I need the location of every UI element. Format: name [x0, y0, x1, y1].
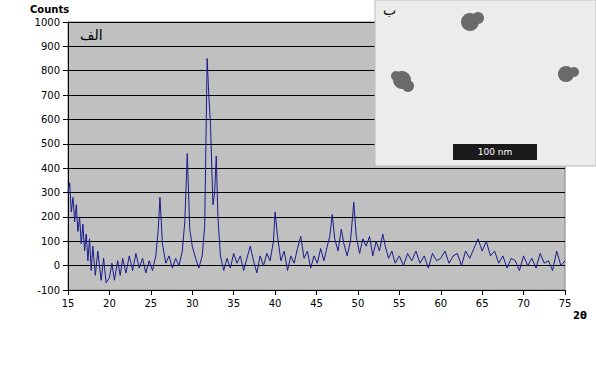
svg-text:25: 25	[144, 298, 157, 309]
svg-text:45: 45	[310, 298, 323, 309]
svg-text:35: 35	[227, 298, 240, 309]
svg-text:70: 70	[517, 298, 530, 309]
svg-text:40: 40	[269, 298, 282, 309]
svg-text:20: 20	[103, 298, 116, 309]
svg-text:100: 100	[41, 236, 60, 247]
svg-text:2θ: 2θ	[573, 310, 587, 321]
svg-text:400: 400	[41, 163, 60, 174]
svg-text:55: 55	[393, 298, 406, 309]
svg-text:100 nm: 100 nm	[478, 147, 513, 157]
svg-text:65: 65	[476, 298, 489, 309]
svg-text:30: 30	[186, 298, 199, 309]
svg-text:900: 900	[41, 41, 60, 52]
svg-text:Counts: Counts	[30, 4, 69, 15]
svg-text:1000: 1000	[35, 17, 60, 28]
svg-text:75: 75	[559, 298, 572, 309]
svg-text:50: 50	[352, 298, 365, 309]
svg-text:600: 600	[41, 114, 60, 125]
svg-text:700: 700	[41, 90, 60, 101]
svg-text:15: 15	[62, 298, 75, 309]
svg-text:-100: -100	[37, 285, 60, 296]
svg-text:ب: ب	[383, 2, 396, 18]
svg-text:500: 500	[41, 138, 60, 149]
svg-text:60: 60	[434, 298, 447, 309]
svg-text:الف: الف	[80, 27, 103, 43]
svg-text:0: 0	[54, 260, 60, 271]
svg-text:800: 800	[41, 65, 60, 76]
svg-text:200: 200	[41, 211, 60, 222]
svg-text:300: 300	[41, 187, 60, 198]
